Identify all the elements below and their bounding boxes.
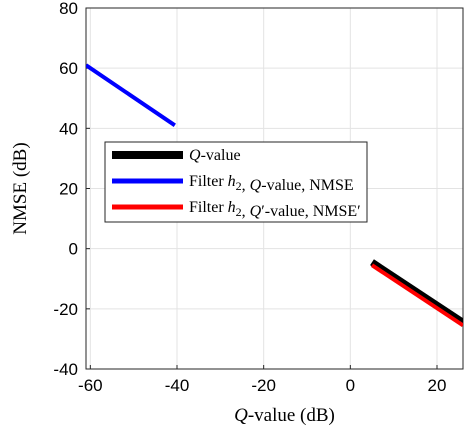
y-tick-label: 20: [59, 180, 78, 199]
y-tick-label: -40: [53, 360, 78, 379]
legend: Q-value Filter h2, Q-value, NMSE Filter h2…: [104, 141, 368, 223]
y-tick-label: 80: [59, 0, 78, 18]
y-tick-label: 0: [69, 240, 78, 259]
legend-entry: Filter h2, Q-value, NMSE: [189, 173, 354, 194]
series-line-1: [370, 259, 463, 326]
x-tick-label: 0: [346, 376, 355, 395]
x-tick-label: -60: [78, 376, 103, 395]
legend-entry: Q-value: [189, 147, 241, 164]
x-axis-label: Q-value (dB): [234, 405, 335, 426]
y-tick-label: -20: [53, 300, 78, 319]
y-tick-label: 60: [59, 59, 78, 78]
series-line-2: [86, 63, 176, 127]
y-axis-label: NMSE (dB): [10, 142, 31, 234]
series-lines: [86, 63, 463, 328]
x-tick-label: -40: [165, 376, 190, 395]
x-tick-label: 20: [428, 376, 447, 395]
y-tick-label: 40: [59, 119, 78, 138]
legend-entry: Filter h2, Q′-value, NMSE′: [189, 199, 361, 220]
x-tick-label: -20: [251, 376, 276, 395]
series-line-3: [370, 263, 463, 328]
